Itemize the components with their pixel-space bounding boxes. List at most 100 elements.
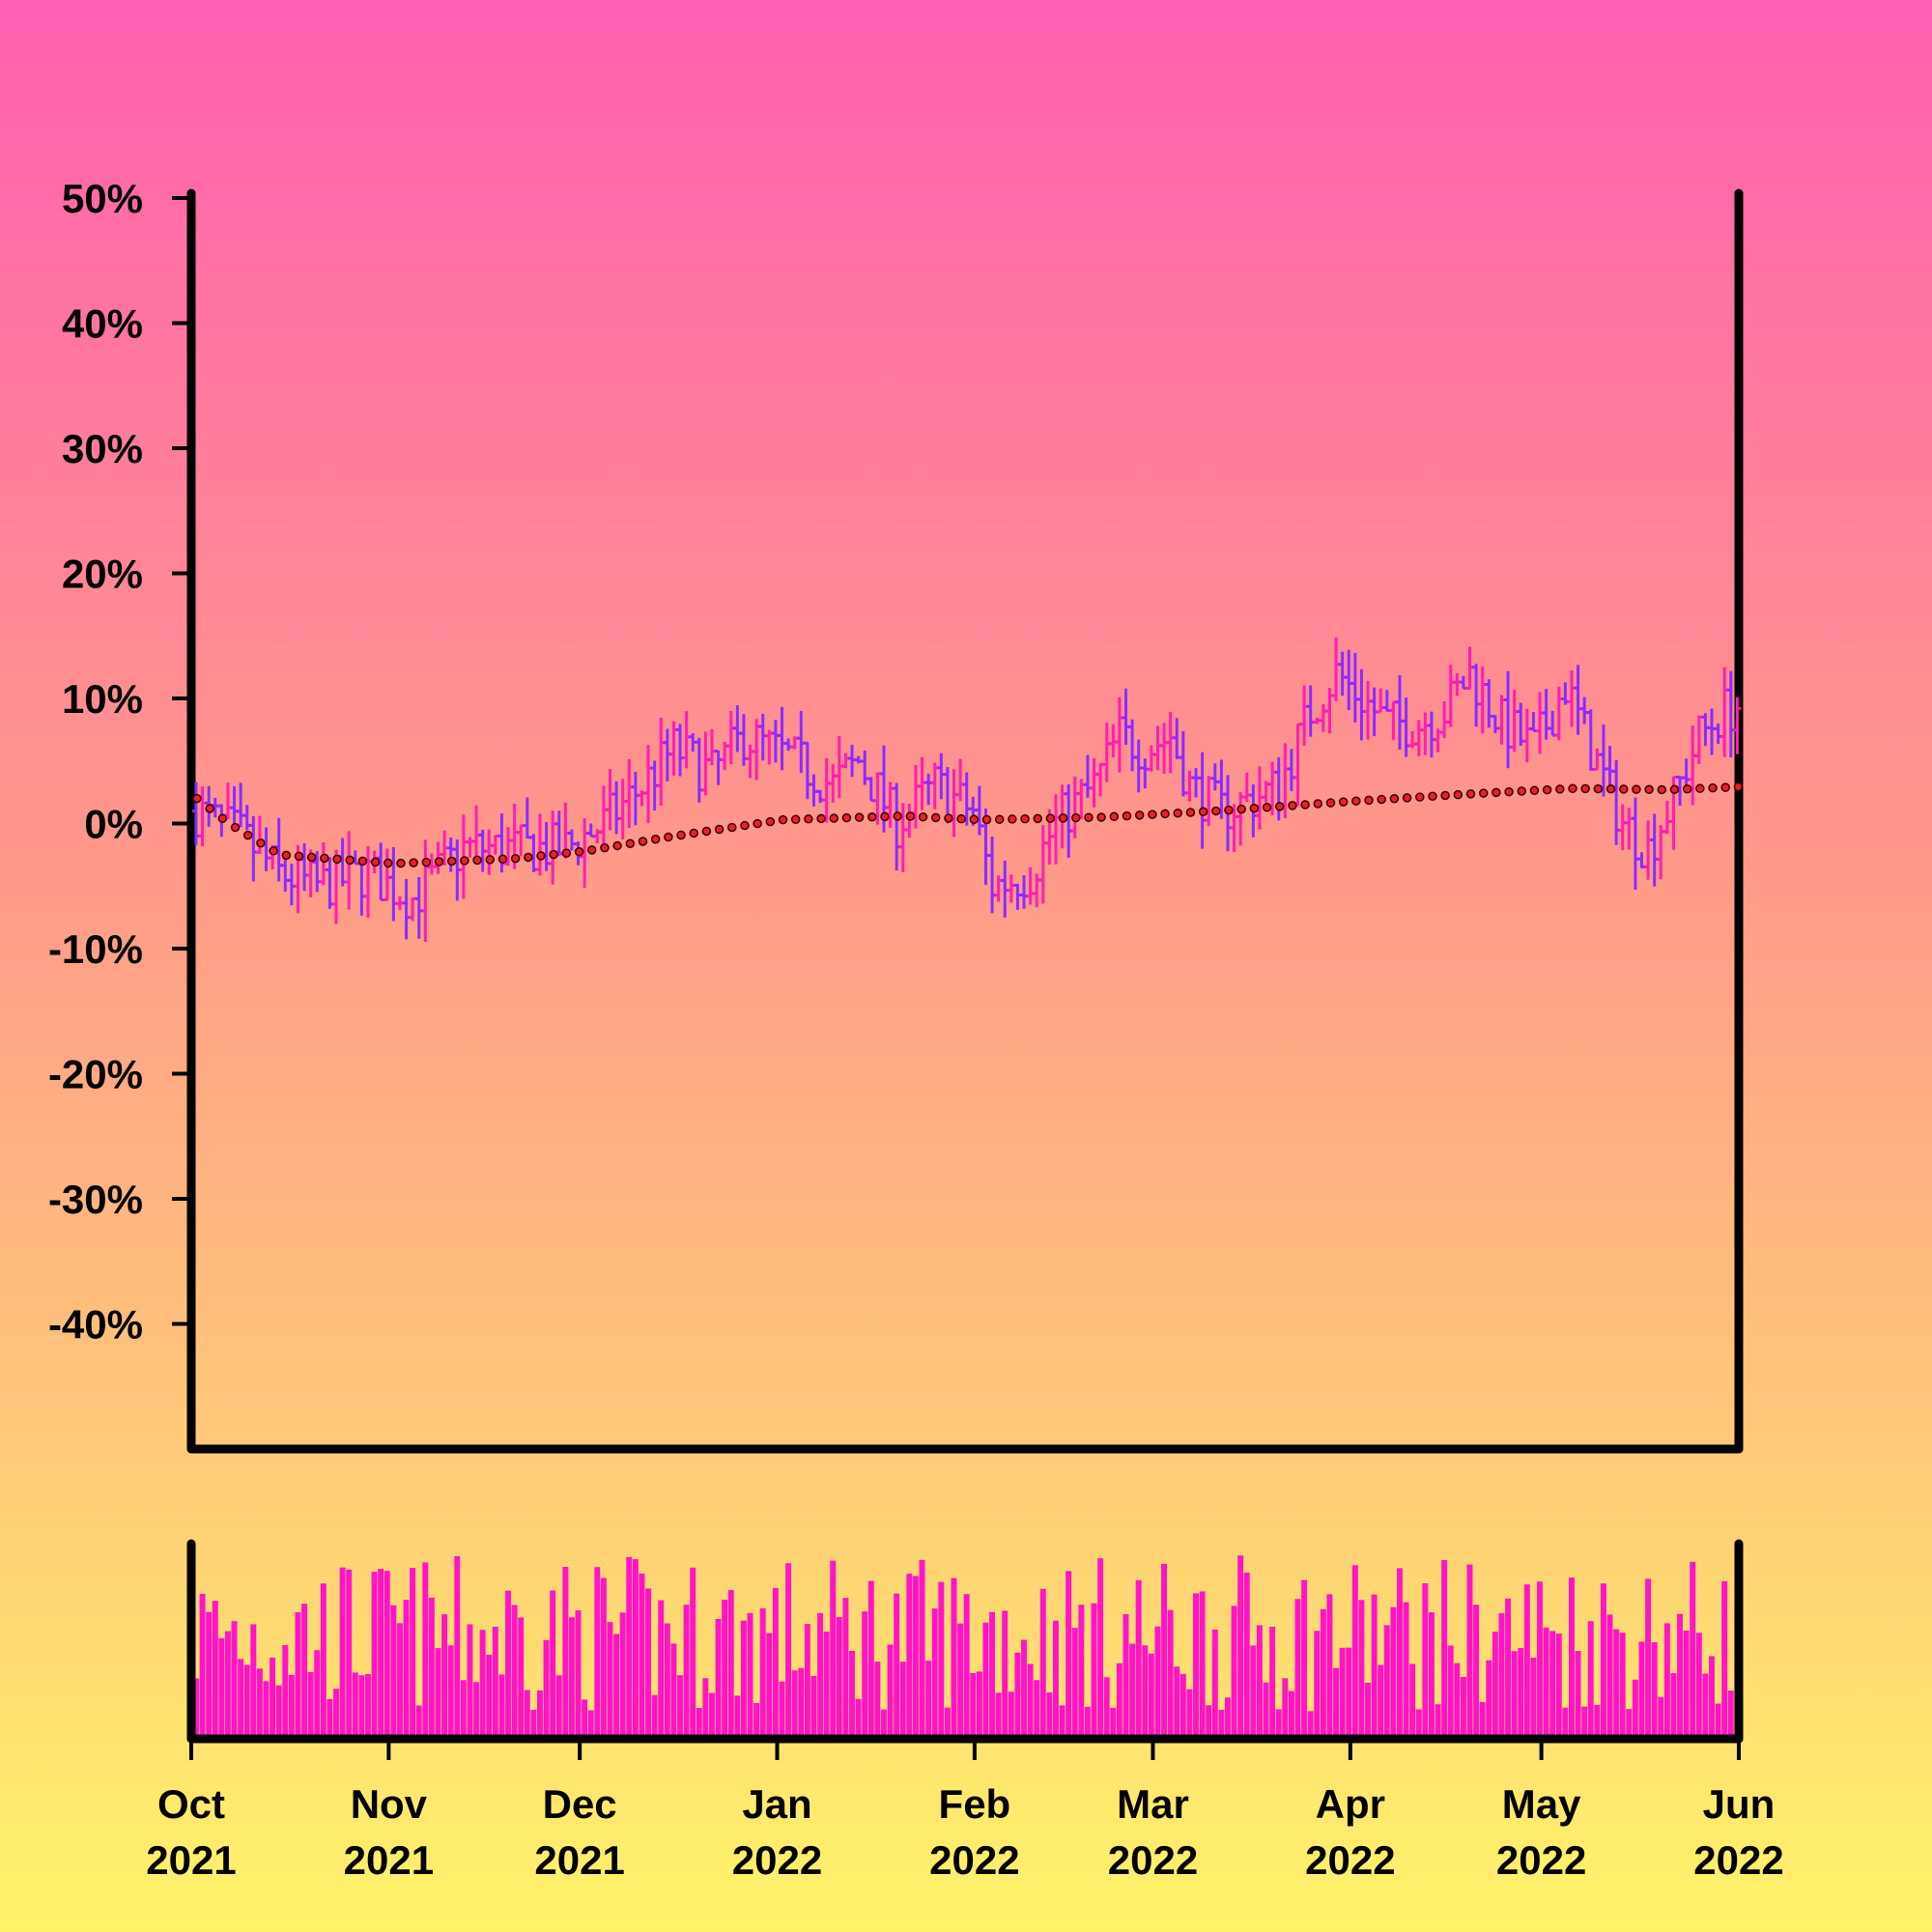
- x-tick-label-year: 2022: [1496, 1837, 1586, 1883]
- price-panel: 50% 40% 30% 20% 10% 0% -10% -20% -30% -40%: [48, 176, 1744, 1454]
- volume-bar: [830, 1560, 837, 1739]
- volume-bar: [1721, 1580, 1728, 1739]
- moving-average-dot: [1160, 809, 1170, 819]
- volume-bar: [218, 1637, 225, 1739]
- volume-bar: [1632, 1679, 1638, 1739]
- volume-bar: [1727, 1690, 1734, 1739]
- x-tick-label-month: Oct: [157, 1781, 225, 1827]
- volume-bar: [938, 1581, 945, 1739]
- volume-bar: [1084, 1706, 1091, 1739]
- volume-bar: [1320, 1608, 1326, 1739]
- moving-average-dot: [1148, 810, 1157, 819]
- volume-bar: [1709, 1656, 1715, 1739]
- volume-bar: [1154, 1626, 1161, 1739]
- volume-bar: [441, 1614, 448, 1739]
- volume-bar: [645, 1588, 652, 1739]
- volume-bar: [651, 1694, 658, 1739]
- volume-bar: [1422, 1582, 1429, 1739]
- volume-bar: [498, 1674, 505, 1739]
- moving-average-dot: [396, 858, 406, 868]
- volume-bar: [435, 1648, 441, 1739]
- volume-bar: [270, 1657, 276, 1739]
- volume-bar: [931, 1608, 938, 1739]
- volume-bar: [1479, 1701, 1486, 1739]
- moving-average-dot: [574, 846, 584, 857]
- volume-bar: [664, 1623, 670, 1739]
- y-tick-label: -30%: [48, 1177, 143, 1222]
- moving-average-dot: [269, 846, 278, 856]
- volume-bar: [1549, 1631, 1556, 1739]
- moving-average-dot: [1529, 785, 1540, 796]
- volume-bar: [537, 1690, 543, 1739]
- volume-bar: [779, 1681, 785, 1739]
- moving-average-dot: [1377, 794, 1386, 805]
- volume-bar: [817, 1612, 824, 1739]
- volume-bar: [282, 1645, 289, 1739]
- moving-average-dot: [384, 858, 393, 868]
- volume-bar: [1460, 1676, 1466, 1739]
- volume-bar: [772, 1587, 779, 1739]
- moving-average-dot: [1008, 814, 1017, 824]
- volume-bar: [912, 1576, 919, 1739]
- volume-bar: [1269, 1627, 1276, 1739]
- volume-bar: [670, 1643, 677, 1739]
- moving-average-dot: [753, 818, 762, 829]
- moving-average-dot: [1262, 803, 1272, 812]
- moving-average-dot: [1708, 782, 1718, 793]
- volume-bar: [1435, 1704, 1441, 1739]
- volume-bar: [1008, 1691, 1014, 1739]
- volume-bar: [1677, 1613, 1684, 1739]
- moving-average-dot: [409, 858, 418, 867]
- volume-bar: [410, 1568, 416, 1739]
- volume-bar: [1626, 1709, 1633, 1739]
- volume-bar: [193, 1678, 199, 1739]
- x-tick-label-month: Apr: [1316, 1781, 1385, 1827]
- moving-average-dot: [1542, 784, 1552, 795]
- volume-bar: [327, 1698, 333, 1739]
- volume-bar: [951, 1577, 957, 1739]
- volume-bar: [804, 1624, 810, 1739]
- moving-average-dot: [306, 852, 317, 863]
- moving-average-dot: [854, 812, 865, 822]
- volume-bar: [301, 1604, 308, 1739]
- volume-bar: [505, 1590, 511, 1739]
- volume-bar: [1466, 1564, 1473, 1739]
- volume-bar: [467, 1624, 473, 1739]
- volume-bar: [1211, 1629, 1218, 1739]
- volume-bar: [352, 1672, 358, 1739]
- volume-bar: [1288, 1690, 1294, 1739]
- moving-average-dot: [460, 856, 469, 866]
- volume-bar: [1397, 1568, 1403, 1739]
- x-tick-label-year: 2022: [929, 1837, 1019, 1883]
- volume-bar: [1663, 1623, 1670, 1739]
- volume-bar: [715, 1618, 722, 1739]
- moving-average-dot: [841, 812, 852, 823]
- x-tick-label-year: 2021: [344, 1837, 434, 1883]
- moving-average-dot: [1274, 802, 1285, 811]
- ohlc-bars: [192, 637, 1742, 942]
- volume-bar: [238, 1659, 244, 1739]
- moving-average-dot: [1517, 786, 1527, 796]
- x-tick-label-month: Jun: [1703, 1781, 1776, 1827]
- volume-bar: [543, 1639, 550, 1739]
- volume-bar: [1441, 1560, 1448, 1739]
- volume-bar: [823, 1632, 830, 1739]
- volume-bar: [1690, 1561, 1696, 1739]
- volume-bar: [989, 1611, 996, 1739]
- volume-bar: [1294, 1599, 1301, 1739]
- volume-bar: [1523, 1584, 1530, 1739]
- volume-bar: [1237, 1555, 1244, 1739]
- volume-bar: [1275, 1709, 1282, 1739]
- y-tick-label: 40%: [62, 301, 143, 347]
- volume-bar: [1218, 1709, 1225, 1739]
- volume-bar: [1039, 1588, 1046, 1739]
- volume-bar: [1116, 1662, 1122, 1739]
- y-tick-label: 0%: [84, 802, 143, 847]
- volume-bar: [390, 1605, 397, 1739]
- volume-bar: [1097, 1558, 1104, 1739]
- moving-average-dot: [230, 822, 241, 833]
- x-tick-label-month: Mar: [1117, 1781, 1189, 1827]
- volume-bar: [486, 1654, 493, 1739]
- volume-bar: [1454, 1662, 1461, 1739]
- volume-bar: [518, 1617, 525, 1739]
